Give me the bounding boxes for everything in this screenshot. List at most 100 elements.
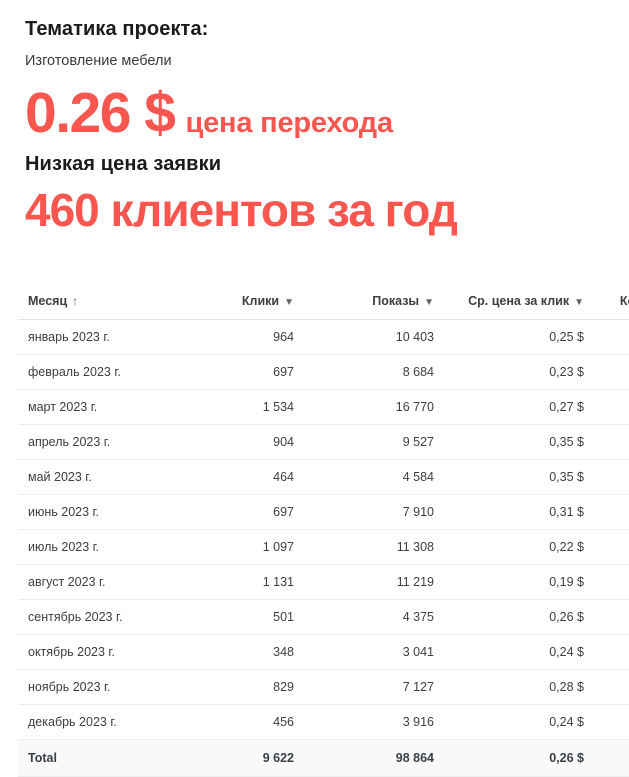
cell-clicks: 1 131 xyxy=(188,564,304,600)
cell-avg-cpc: 0,22 $ xyxy=(444,529,594,565)
cell-impressions: 11 308 xyxy=(304,529,444,565)
column-header-month-label: Месяц xyxy=(28,294,68,308)
cell-month: июль 2023 г. xyxy=(18,529,188,565)
column-header-month[interactable]: Месяц ↑ xyxy=(18,288,188,320)
cell-conversions: 32,22 xyxy=(594,704,629,740)
cell-month: январь 2023 г. xyxy=(18,319,188,355)
cell-month: февраль 2023 г. xyxy=(18,354,188,390)
cell-avg-cpc: 0,28 $ xyxy=(444,669,594,705)
cell-clicks: 697 xyxy=(188,494,304,530)
cell-impressions: 4 584 xyxy=(304,459,444,495)
cell-clicks: 964 xyxy=(188,319,304,355)
cost-per-click-label: цена перехода xyxy=(185,107,393,139)
cell-impressions: 3 041 xyxy=(304,634,444,670)
cell-avg-cpc: 0,26 $ xyxy=(444,599,594,635)
cell-conversions: 16,85 xyxy=(594,634,629,670)
project-topic-heading: Тематика проекта: xyxy=(25,18,209,40)
cell-month: август 2023 г. xyxy=(18,564,188,600)
report-table-container: Месяц ↑ Клики ▼ Показы ▼ Ср. цена за клик ▼ … xyxy=(18,288,629,777)
cell-conversions: 26,00 xyxy=(594,494,629,530)
low-lead-cost-heading: Низкая цена заявки xyxy=(25,153,222,175)
cell-conversions: 36,67 xyxy=(594,669,629,705)
project-topic-value: Изготовление мебели xyxy=(25,53,172,69)
cell-month: ноябрь 2023 г. xyxy=(18,669,188,705)
cell-conversions: 46,00 xyxy=(594,529,629,565)
cell-clicks: 697 xyxy=(188,354,304,390)
column-header-impressions[interactable]: Показы ▼ xyxy=(304,288,444,320)
cell-impressions: 16 770 xyxy=(304,389,444,425)
table-header-row: Месяц ↑ Клики ▼ Показы ▼ Ср. цена за клик ▼ … xyxy=(18,288,629,320)
monthly-report-table: Месяц ↑ Клики ▼ Показы ▼ Ср. цена за клик ▼ … xyxy=(18,288,629,777)
cell-month: июнь 2023 г. xyxy=(18,494,188,530)
cell-conversions: 43,00 xyxy=(594,319,629,355)
cell-conversions: 39,00 xyxy=(594,354,629,390)
cell-conversions: 31,59 xyxy=(594,564,629,600)
table-header: Месяц ↑ Клики ▼ Показы ▼ Ср. цена за клик ▼ … xyxy=(18,288,629,320)
clients-per-year-value: 460 клиентов за год xyxy=(25,184,458,236)
cell-avg-cpc: 0,24 $ xyxy=(444,704,594,740)
cell-avg-cpc: 0,35 $ xyxy=(444,459,594,495)
cell-clicks: 464 xyxy=(188,459,304,495)
cell-month: сентябрь 2023 г. xyxy=(18,599,188,635)
cell-impressions: 9 527 xyxy=(304,424,444,460)
cost-per-click-value: 0.26 $ xyxy=(25,81,176,145)
cell-avg-cpc: 0,23 $ xyxy=(444,354,594,390)
cell-clicks: 829 xyxy=(188,669,304,705)
cell-clicks: 501 xyxy=(188,599,304,635)
cell-impressions: 11 219 xyxy=(304,564,444,600)
cell-clicks: 456 xyxy=(188,704,304,740)
cell-conversions: 28,00 xyxy=(594,459,629,495)
cell-clicks: 348 xyxy=(188,634,304,670)
column-header-conversions[interactable]: Конверсии▼ xyxy=(594,288,629,320)
cell-month: апрель 2023 г. xyxy=(18,424,188,460)
column-header-conversions-label: Конверсии xyxy=(619,294,629,308)
cell-month: декабрь 2023 г. xyxy=(18,704,188,740)
cell-clicks: 1 534 xyxy=(188,389,304,425)
column-header-clicks-label: Клики xyxy=(241,294,280,308)
cell-impressions: 7 910 xyxy=(304,494,444,530)
cell-month: май 2023 г. xyxy=(18,459,188,495)
cell-avg-cpc: 0,35 $ xyxy=(444,424,594,460)
cell-impressions: 10 403 xyxy=(304,319,444,355)
cell-impressions: 4 375 xyxy=(304,599,444,635)
column-header-impressions-label: Показы xyxy=(372,294,420,308)
cell-clicks: 1 097 xyxy=(188,529,304,565)
column-header-avg-cpc-label: Ср. цена за клик xyxy=(468,294,570,308)
cell-month: март 2023 г. xyxy=(18,389,188,425)
column-header-clicks[interactable]: Клики ▼ xyxy=(188,288,304,320)
cell-clicks: 904 xyxy=(188,424,304,460)
cell-impressions: 8 684 xyxy=(304,354,444,390)
chevron-down-icon[interactable]: ▼ xyxy=(424,297,434,308)
sort-ascending-icon[interactable]: ↑ xyxy=(72,294,79,308)
cell-avg-cpc: 0,31 $ xyxy=(444,494,594,530)
cell-conversions: 87,00 xyxy=(594,389,629,425)
cell-conversions: 57,00 xyxy=(594,424,629,460)
chevron-down-icon[interactable]: ▼ xyxy=(574,297,584,308)
cell-avg-cpc: 0,25 $ xyxy=(444,319,594,355)
cost-per-click-highlight: 0.26 $ цена перехода xyxy=(25,84,629,142)
cell-month: октябрь 2023 г. xyxy=(18,634,188,670)
cell-conversions: 17,25 xyxy=(594,599,629,635)
cell-avg-cpc: 0,24 $ xyxy=(444,634,594,670)
cell-avg-cpc: 0,19 $ xyxy=(444,564,594,600)
column-header-avg-cpc[interactable]: Ср. цена за клик ▼ xyxy=(444,288,594,320)
cell-impressions: 3 916 xyxy=(304,704,444,740)
cell-avg-cpc: 0,27 $ xyxy=(444,389,594,425)
cell-impressions: 7 127 xyxy=(304,669,444,705)
chevron-down-icon[interactable]: ▼ xyxy=(284,297,294,308)
hero-section: Тематика проекта: Изготовление мебели 0.… xyxy=(0,0,629,237)
